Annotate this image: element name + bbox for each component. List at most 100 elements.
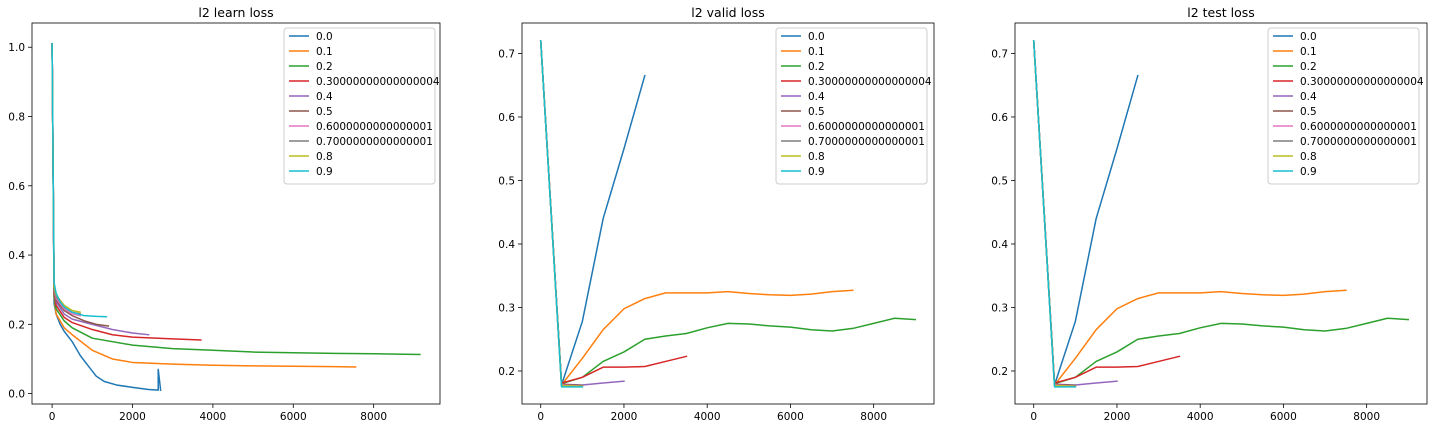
y-tick-label: 0.4 [991,239,1008,251]
y-tick-label: 0.6 [8,181,25,193]
chart-panel: l2 learn loss 0 2000 4000 6000 8000 0.0 0.2 0.4 0… [8,5,441,423]
y-tick-label: 0.6 [498,112,515,124]
x-tick-label: 6000 [280,411,307,423]
x-tick-label: 4000 [1187,411,1214,423]
y-tick-label: 0.3 [991,302,1008,314]
legend-frame [1267,27,1420,185]
y-tick-label: 0.2 [991,366,1008,378]
series-line [51,43,110,327]
legend: 0.0 0.1 0.2 0.30000000000000004 0.4 0.5 0.6000… [283,27,440,185]
x-tick-label: 8000 [1353,411,1380,423]
legend-label: 0.6000000000000001 [808,121,925,133]
legend-label: 0.4 [316,91,333,103]
series-line [539,39,584,388]
y-tick-label: 0.6 [991,112,1008,124]
y-tick-label: 0.5 [991,175,1008,187]
x-tick-label: 8000 [360,411,387,423]
series-line [539,39,854,386]
series-line [1032,39,1410,385]
legend-label: 0.2 [1300,61,1317,73]
series-line [51,43,357,368]
x-tick-label: 0 [1030,411,1037,423]
y-tick-label: 0.5 [498,175,515,187]
legend-label: 0.7000000000000001 [316,136,433,148]
legend-label: 0.5 [1300,106,1317,118]
series-line [539,39,584,387]
series-line [51,43,421,356]
legend-label: 0.6000000000000001 [316,121,433,133]
series-line [51,43,82,315]
series-line [1032,39,1118,386]
y-tick-label: 0.7 [991,48,1008,60]
chart-title: l2 learn loss [198,5,273,20]
y-tick-label: 0.8 [8,112,25,124]
legend-label: 0.9 [316,166,333,178]
legend-label: 0.9 [1300,166,1317,178]
series-line [51,43,108,318]
series-line [539,39,625,386]
legend-label: 0.7000000000000001 [1300,136,1417,148]
x-tick-label: 2000 [119,411,146,423]
legend-label: 0.2 [316,61,333,73]
series-line [51,43,202,341]
series-line [539,39,688,384]
series-line [1032,39,1077,388]
legend-label: 0.1 [316,46,333,58]
legend: 0.0 0.1 0.2 0.30000000000000004 0.4 0.5 0.6000… [775,27,932,185]
x-tick-label: 6000 [777,411,804,423]
y-tick-label: 0.4 [498,239,515,251]
y-tick-label: 0.2 [498,366,515,378]
axes-frame [521,22,935,405]
legend-label: 0.1 [808,46,825,58]
legend-label: 0.7000000000000001 [808,136,925,148]
y-tick-label: 0.4 [8,250,25,262]
series-line [539,39,917,385]
legend: 0.0 0.1 0.2 0.30000000000000004 0.4 0.5 0.6000… [1267,27,1424,185]
x-tick-label: 4000 [200,411,227,423]
series-line [51,43,82,314]
legend-label: 0.8 [808,151,825,163]
x-tick-label: 2000 [1104,411,1131,423]
y-tick-label: 0.7 [498,48,515,60]
axes-frame [31,22,441,405]
axes-frame [1014,22,1428,405]
series-line [1032,39,1077,388]
legend-label: 0.30000000000000004 [1300,76,1424,88]
series-line [539,39,584,388]
series-line [1032,39,1077,387]
y-tick-label: 0.2 [8,319,25,331]
x-tick-label: 4000 [694,411,721,423]
legend-label: 0.4 [1300,91,1317,103]
chart-title: l2 valid loss [691,5,764,20]
x-tick-label: 0 [537,411,544,423]
series-line [51,43,82,317]
legend-label: 0.0 [316,31,333,43]
legend-frame [775,27,928,185]
legend-label: 0.4 [808,91,825,103]
series-line [1032,39,1077,387]
series-line [51,43,162,391]
y-tick-label: 0.0 [8,389,25,401]
legend-label: 0.30000000000000004 [808,76,932,88]
y-tick-label: 0.3 [498,302,515,314]
series-line [539,39,646,386]
legend-label: 0.0 [808,31,825,43]
series-line [1032,39,1347,386]
legend-label: 0.0 [1300,31,1317,43]
legend-label: 0.9 [808,166,825,178]
legend-label: 0.5 [808,106,825,118]
series-line [539,39,584,387]
legend-label: 0.1 [1300,46,1317,58]
x-tick-label: 8000 [860,411,887,423]
x-tick-label: 0 [49,411,56,423]
series-line [1032,39,1077,387]
legend-label: 0.8 [316,151,333,163]
legend-label: 0.30000000000000004 [316,76,440,88]
legend-label: 0.6000000000000001 [1300,121,1417,133]
y-tick-label: 1.0 [8,42,25,54]
chart-title: l2 test loss [1187,5,1255,20]
